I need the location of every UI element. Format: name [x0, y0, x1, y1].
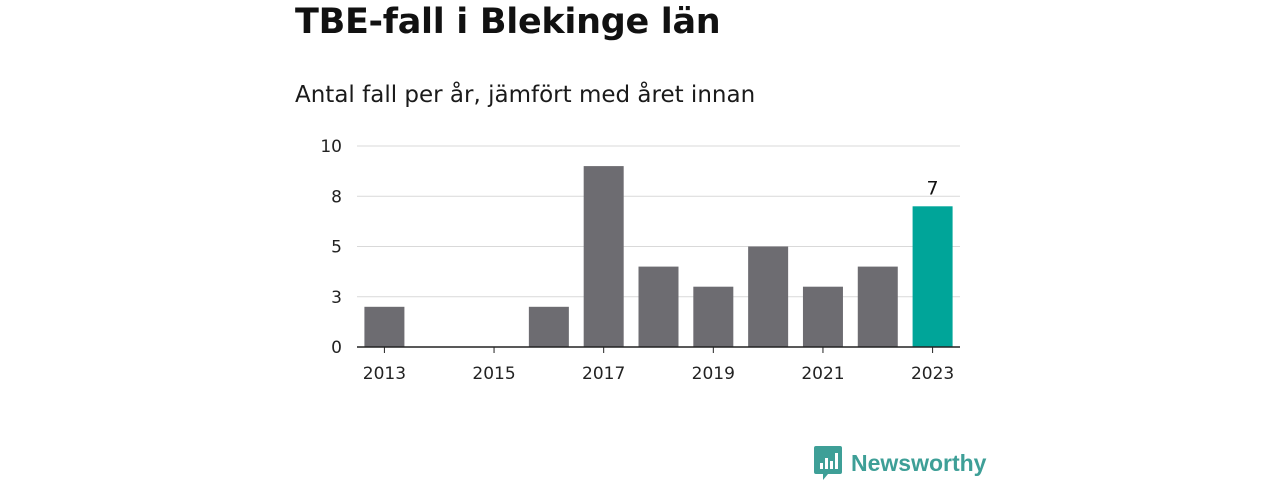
bar-2020: [748, 246, 789, 347]
bar-2019: [693, 286, 734, 347]
y-tick-label: 5: [331, 238, 342, 258]
x-tick-label: 2019: [692, 364, 735, 384]
newsworthy-logo: Newsworthy: [814, 446, 986, 480]
y-tick-label: 8: [331, 187, 342, 207]
bar-2018: [638, 266, 679, 347]
y-tick-label: 3: [331, 288, 342, 308]
bar-2022: [857, 266, 898, 347]
data-label-2023: 7: [927, 177, 939, 199]
x-tick-label: 2021: [801, 364, 844, 384]
x-tick-label: 2013: [363, 364, 406, 384]
bar-2023: [912, 206, 953, 347]
x-tick-label: 2023: [911, 364, 954, 384]
logo-text: Newsworthy: [851, 449, 987, 476]
y-tick-label: 0: [331, 338, 342, 358]
bar-2013: [364, 306, 405, 347]
bar-2017: [583, 166, 624, 347]
chart-subtitle: Antal fall per år, jämfört med året inna…: [295, 82, 756, 108]
x-tick-label: 2015: [472, 364, 515, 384]
bar-2016: [528, 306, 569, 347]
x-tick-label: 2017: [582, 364, 625, 384]
bar-chart-speech-bubble-icon: [814, 446, 842, 480]
bar-chart: 0 3 5 8 10 2013 2015 2017 2019 2021 2023 7: [320, 137, 960, 384]
y-tick-label: 10: [320, 137, 342, 157]
bar-2021: [802, 286, 843, 347]
chart-title: TBE-fall i Blekinge län: [295, 2, 721, 42]
